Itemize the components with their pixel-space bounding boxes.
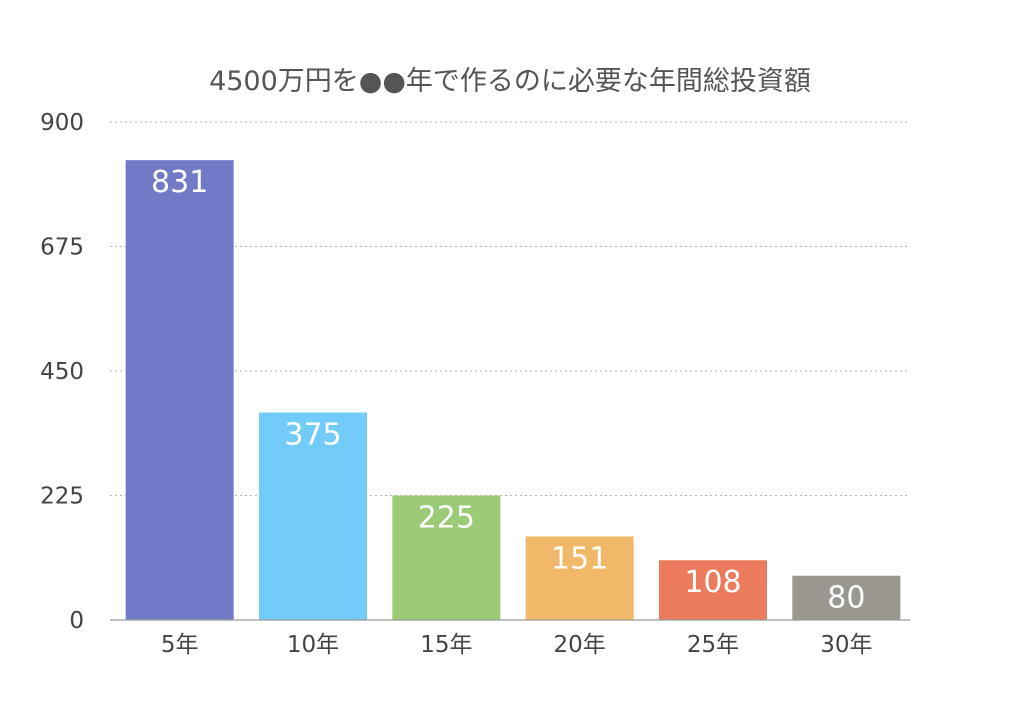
x-tick-label: 30年 [820,632,872,658]
x-tick-label: 20年 [554,632,606,658]
bar [525,536,634,620]
y-axis-ticks: 0 225 450 675 900 [40,110,84,634]
bar-value-label: 80 [827,581,865,616]
bars [125,160,901,620]
bar-value-label: 108 [684,565,741,600]
y-tick-label: 0 [69,608,84,634]
chart-title: 4500万円を●●年で作るのに必要な年間総投資額 [209,66,811,97]
bar-value-label: 831 [151,165,208,200]
bar-value-label: 225 [418,501,475,536]
x-tick-label: 25年 [687,632,739,658]
bar [259,412,367,620]
gridlines [110,121,910,496]
x-axis-ticks: 5年 10年 15年 20年 25年 30年 [161,632,873,658]
bar-value-label: 151 [551,541,608,576]
bar-value-label: 375 [284,418,341,453]
bar [392,495,501,620]
x-tick-label: 10年 [287,632,339,658]
data-labels: 831 375 225 151 108 80 [151,165,865,616]
y-tick-label: 900 [40,110,84,136]
y-tick-label: 675 [40,235,84,261]
bar [659,560,767,620]
y-tick-label: 450 [40,359,84,385]
x-tick-label: 5年 [161,632,199,658]
y-tick-label: 225 [40,484,84,510]
x-tick-label: 15年 [420,632,472,658]
bar [792,575,901,620]
bar [125,160,234,620]
